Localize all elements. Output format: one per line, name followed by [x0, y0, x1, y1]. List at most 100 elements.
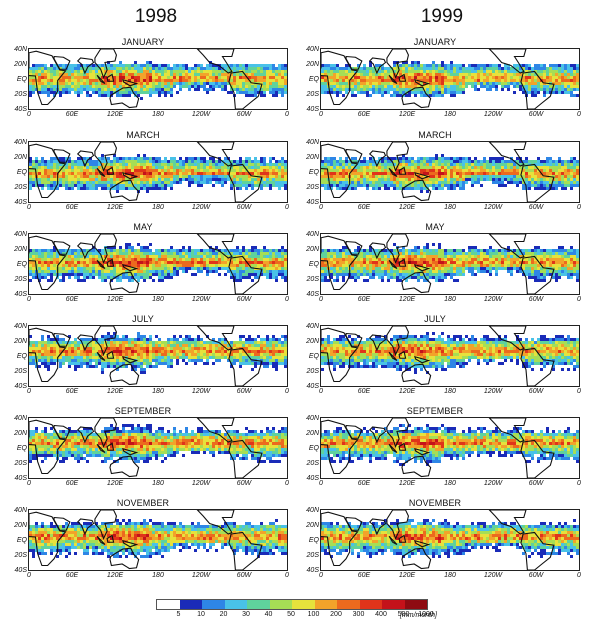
latitude-label: 40N	[14, 231, 27, 238]
latitude-label: 20N	[14, 430, 27, 437]
legend-swatch	[359, 600, 382, 609]
latitude-label: 40S	[306, 383, 319, 390]
longitude-label: 0	[319, 111, 323, 118]
longitude-label: 0	[27, 296, 31, 303]
map-panel-title: NOVEMBER	[408, 498, 462, 508]
latitude-label: EQ	[308, 169, 319, 176]
latitude-label: EQ	[16, 537, 27, 544]
longitude-label: 120E	[398, 480, 416, 487]
longitude-label: 60E	[357, 480, 371, 487]
legend-swatch	[224, 600, 247, 609]
precipitation-map	[321, 49, 579, 109]
latitude-label: 20N	[306, 154, 319, 161]
latitude-label: 20N	[306, 246, 319, 253]
latitude-label: 20S	[14, 91, 27, 98]
latitude-label: EQ	[308, 537, 319, 544]
longitude-label: 0	[319, 204, 323, 211]
longitude-label: 0	[577, 572, 581, 579]
latitude-label: EQ	[308, 261, 319, 268]
longitude-label: 0	[319, 296, 323, 303]
longitude-label: 60W	[528, 296, 544, 303]
longitude-label: 180	[444, 296, 456, 303]
map-panel-1998-january: JANUARY 40N 20N EQ 20S 40S 0 60E 120E 180 120W 60W 0	[0, 37, 289, 119]
latitude-label: 40S	[14, 383, 27, 390]
longitude-label: 0	[319, 388, 323, 395]
legend-tick: 100	[307, 611, 320, 618]
longitude-label: 120E	[106, 572, 124, 579]
latitude-label: 40N	[306, 231, 319, 238]
longitude-label: 180	[152, 388, 164, 395]
map-panel-title: SEPTEMBER	[114, 406, 172, 416]
legend-tick: 5	[176, 611, 181, 618]
longitude-label: 60W	[236, 204, 252, 211]
map-panel-1999-may: MAY 40N 20N EQ 20S 40S 0 60E 120E 180 120W 60W 0	[292, 222, 581, 304]
latitude-label: 40S	[306, 291, 319, 298]
longitude-label: 0	[27, 572, 31, 579]
map-panel-1999-july: JULY 40N 20N EQ 20S 40S 0 60E 120E 180 120W 60W 0	[292, 314, 581, 396]
longitude-label: 60W	[528, 204, 544, 211]
longitude-label: 0	[285, 388, 289, 395]
latitude-label: 20S	[306, 460, 319, 467]
latitude-label: 20N	[14, 522, 27, 529]
longitude-label: 60E	[65, 572, 79, 579]
longitude-label: 60E	[65, 480, 79, 487]
map-panel-1999-march: MARCH 40N 20N EQ 20S 40S 0 60E 120E 180 120W 60W 0	[292, 130, 581, 212]
year-title-1998: 1998	[134, 6, 178, 27]
longitude-label: 60W	[236, 480, 252, 487]
latitude-label: 20N	[14, 246, 27, 253]
map-panel-1999-september: SEPTEMBER 40N 20N EQ 20S 40S 0 60E 120E 180 120W 60…	[292, 406, 581, 488]
precipitation-map	[321, 418, 579, 478]
map-panel-1998-september: SEPTEMBER 40N 20N EQ 20S 40S 0 60E 120E 180 120W 60…	[0, 406, 289, 488]
legend-tick: 50	[287, 611, 295, 618]
latitude-label: EQ	[308, 76, 319, 83]
longitude-label: 0	[319, 480, 323, 487]
longitude-label: 0	[577, 388, 581, 395]
map-panel-title: MAY	[425, 222, 445, 232]
longitude-label: 120E	[398, 111, 416, 118]
longitude-label: 60E	[65, 111, 79, 118]
longitude-label: 60E	[357, 204, 371, 211]
map-panel-1998-july: JULY 40N 20N EQ 20S 40S 0 60E 120E 180 120W 60W 0	[0, 314, 289, 396]
longitude-label: 120E	[398, 572, 416, 579]
latitude-label: 20N	[14, 338, 27, 345]
legend-tick: 300	[352, 611, 365, 618]
longitude-label: 60W	[236, 111, 252, 118]
longitude-label: 0	[577, 111, 581, 118]
longitude-label: 120E	[398, 296, 416, 303]
latitude-label: EQ	[16, 169, 27, 176]
longitude-label: 180	[444, 480, 456, 487]
longitude-label: 0	[577, 480, 581, 487]
longitude-label: 120W	[483, 296, 503, 303]
precipitation-map	[321, 142, 579, 202]
longitude-label: 120W	[191, 204, 211, 211]
latitude-label: 40S	[306, 475, 319, 482]
latitude-label: 40S	[306, 199, 319, 206]
year-title-1999: 1999	[420, 6, 464, 27]
longitude-label: 120E	[106, 388, 124, 395]
longitude-label: 120W	[483, 204, 503, 211]
map-frame	[320, 233, 580, 295]
map-panel-1998-november: NOVEMBER 40N 20N EQ 20S 40S 0 60E 120E 180 120W 60W…	[0, 498, 289, 580]
longitude-label: 120E	[106, 480, 124, 487]
legend-tick: 40	[264, 611, 273, 618]
longitude-label: 0	[319, 572, 323, 579]
latitude-label: 40N	[14, 139, 27, 146]
longitude-label: 60W	[528, 480, 544, 487]
longitude-label: 120E	[398, 204, 416, 211]
latitude-label: 20S	[306, 368, 319, 375]
latitude-label: 40N	[14, 415, 27, 422]
longitude-label: 180	[152, 204, 164, 211]
precipitation-map	[321, 234, 579, 294]
legend-unit: [mm/month]	[400, 612, 437, 619]
longitude-label: 120W	[191, 572, 211, 579]
map-frame	[28, 325, 288, 387]
latitude-label: EQ	[308, 445, 319, 452]
legend-tick: 1000	[418, 611, 434, 618]
legend-tick: 20	[219, 611, 228, 618]
latitude-label: 20S	[14, 276, 27, 283]
latitude-label: 20N	[14, 61, 27, 68]
latitude-label: 20S	[306, 276, 319, 283]
longitude-label: 60E	[357, 388, 371, 395]
legend-swatch	[179, 600, 202, 609]
map-panel-title: JANUARY	[121, 37, 165, 47]
